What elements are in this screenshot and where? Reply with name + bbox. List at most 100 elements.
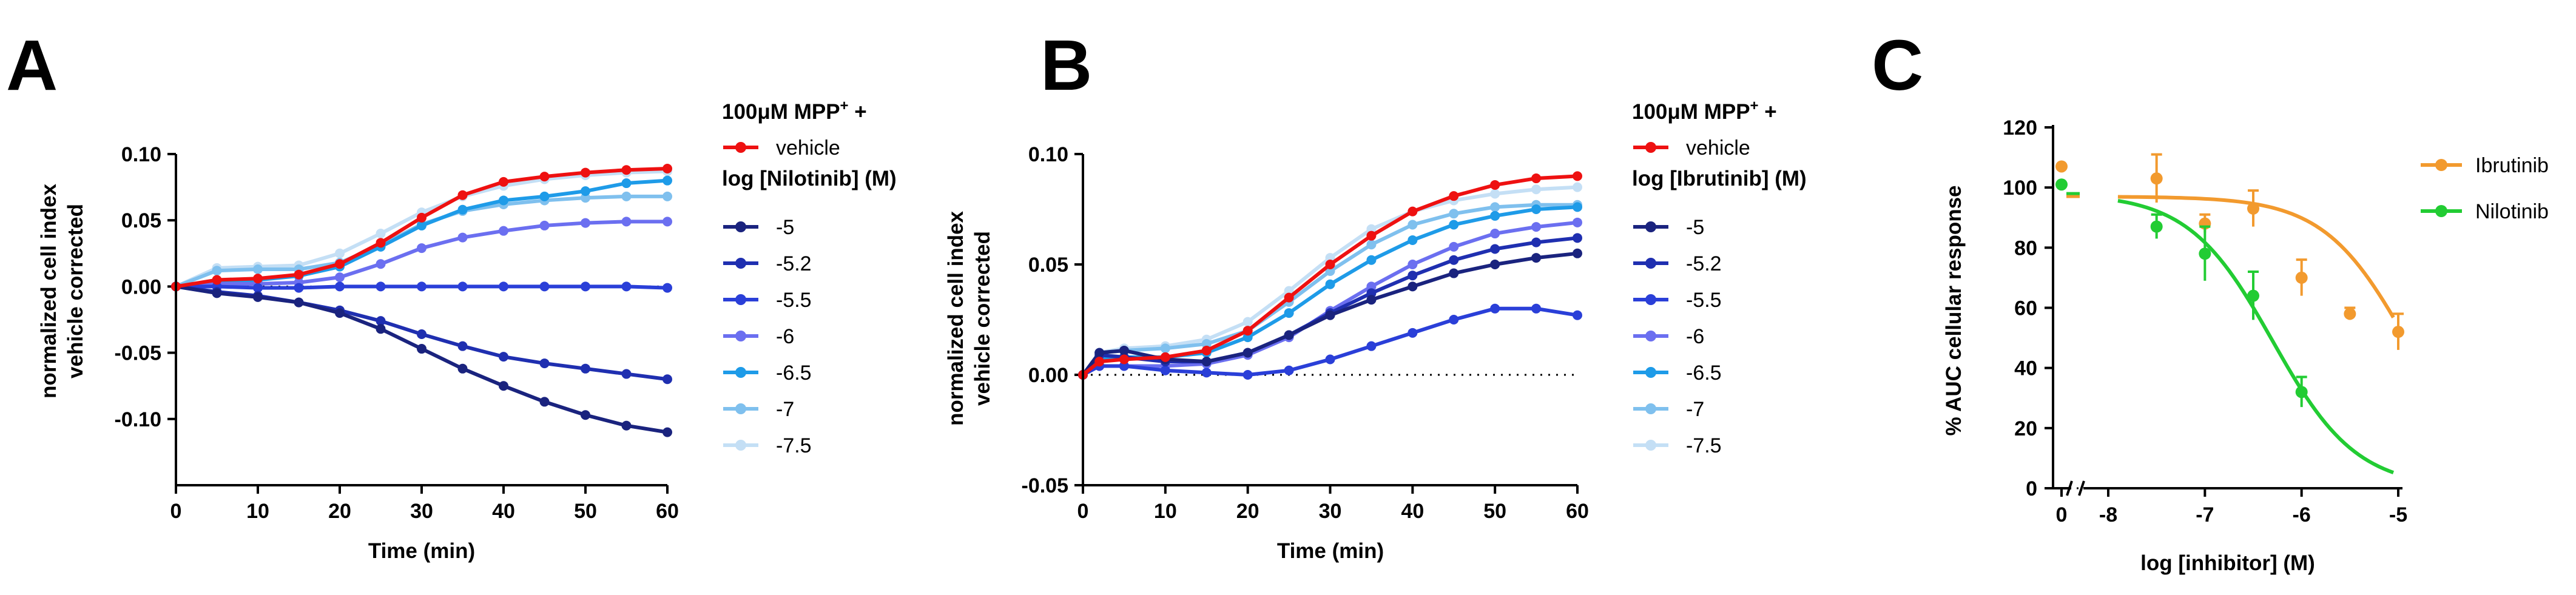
panel-b-data-point: [1284, 292, 1294, 303]
panel-a-data-point: [417, 220, 427, 230]
panel-a-data-point: [499, 281, 508, 292]
panel-a-y-tick-label: 0.10: [121, 143, 161, 166]
panel-a-legend-label: vehicle: [776, 136, 840, 160]
panel-a-data-point: [663, 191, 672, 201]
panel-b-data-point: [1366, 295, 1377, 305]
panel-a-legend-swatch-marker: [735, 294, 746, 305]
panel-b-legend-items: vehicle -5 -5.2 -5.5 -6 -6.5 -7 -7.5: [1633, 136, 1750, 457]
panel-b-data-point: [1201, 357, 1212, 367]
panel-b-y-tick-label: 0.10: [1028, 143, 1068, 166]
panel-b-data-point: [1490, 202, 1500, 212]
panel-c-ibrutinib-control-point: [2055, 160, 2068, 173]
panel-a-data-point: [581, 281, 590, 292]
panel-b-legend-label: -7.5: [1686, 434, 1722, 457]
panel-b-series-line: [1081, 203, 1577, 376]
panel-a-data-point: [581, 218, 590, 228]
panel-b-legend-swatch-marker: [1645, 221, 1656, 232]
panel-a-series-line: [175, 284, 668, 434]
panel-a-x-tick-label: 20: [328, 500, 351, 523]
panel-b-data-point: [1449, 255, 1459, 265]
panel-a-data-point: [335, 272, 345, 283]
panel-c-y-label: % AUC cellular response: [1942, 185, 1966, 435]
panel-a-series-line: [175, 220, 667, 289]
panel-a-data-point: [539, 191, 550, 201]
panel-b-data-point: [1531, 173, 1542, 184]
panel-a-data-point: [457, 341, 468, 351]
panel-b-data-point: [1573, 171, 1582, 181]
panel-b-legend-swatch-marker: [1645, 440, 1656, 451]
panel-c-nilotinib-data-point: [2150, 220, 2163, 233]
panel-b-legend-label: -5: [1686, 216, 1704, 239]
panel-c-legend-label: Nilotinib: [2475, 200, 2549, 223]
panel-a-legend-swatch-marker: [735, 403, 746, 414]
panel-b-data-point: [1242, 348, 1253, 358]
panel-a-data-point: [457, 232, 468, 243]
panel-a-x-label: Time (min): [368, 539, 475, 563]
panel-a-legend-swatch-marker: [735, 142, 746, 153]
panel-b-legend-swatch-marker: [1645, 403, 1656, 414]
panel-b-data-point: [1490, 229, 1500, 239]
panel-a-data-point: [417, 329, 427, 340]
panel-c-ibrutinib-data-point: [2150, 172, 2163, 185]
panel-c-x-tick-label: 0: [2056, 503, 2068, 526]
panel-b-data-point: [1284, 308, 1294, 318]
panel-c-y-tick-label: 20: [2014, 417, 2037, 440]
panel-a-plot: 0 10 20 30 40 50 60 0.10 0.05 0.00 -0.05 -0.10: [115, 143, 679, 523]
panel-b-data-point: [1366, 341, 1377, 351]
panel-b-legend-label: vehicle: [1686, 136, 1750, 160]
panel-c-y-tick-label: 40: [2014, 357, 2037, 380]
panel-b-data-point: [1531, 222, 1542, 232]
panel-b-data-point: [1094, 357, 1105, 367]
panel-b-x-axis: Time (min): [1083, 484, 1577, 563]
panel-a-data-point: [663, 217, 672, 227]
panel-a-x-tick-label: 30: [410, 500, 433, 523]
panel-c-nilotinib-data-point: [2247, 289, 2259, 302]
panel-a-data-point: [376, 229, 386, 239]
panel-a-data-point: [253, 292, 263, 302]
panel-a-legend-swatch-marker: [735, 440, 746, 451]
panel-b-data-point: [1325, 310, 1335, 320]
panel-a-data-point: [581, 363, 590, 374]
panel-a: A 0 10 20 30 40 50 60 0.10 0.05 0.00 -0.05 -0.10 Ti…: [6, 25, 897, 563]
panel-a-legend-swatch-marker: [735, 258, 746, 269]
panel-a-data-point: [212, 275, 222, 285]
panel-b-data-point: [1325, 354, 1335, 365]
panel-c-ibrutinib-data-point: [2247, 202, 2259, 215]
panel-b-data-point: [1408, 271, 1418, 281]
panel-b-data-point: [1449, 220, 1459, 230]
panel-a-data-point: [539, 358, 550, 369]
panel-b-plot: 0 10 20 30 40 50 60 0.10 0.05 0.00 -0.05: [1022, 143, 1589, 523]
panel-b-data-point: [1531, 303, 1542, 314]
panel-a-data-point: [335, 248, 345, 258]
panel-b-data-point: [1573, 202, 1582, 212]
panel-b-data-point: [1490, 303, 1500, 314]
panel-a-data-point: [376, 316, 386, 326]
panel-a-x-tick-label: 50: [574, 500, 597, 523]
panel-a-x-tick-label: 0: [170, 500, 182, 523]
panel-a-data-point: [581, 167, 590, 178]
panel-a-data-point: [376, 238, 386, 248]
panel-a-data-point: [663, 427, 672, 437]
panel-b-data-point: [1449, 209, 1459, 219]
panel-a-y-axis: normalized cell index vehicle corrected: [37, 154, 177, 485]
panel-c-ibrutinib-data-point: [2392, 326, 2404, 338]
panel-b-data-point: [1325, 279, 1335, 289]
panel-a-data-point: [499, 226, 508, 236]
panel-b-x-tick-label: 10: [1154, 500, 1177, 523]
panel-b-data-point: [1366, 255, 1377, 265]
panel-b-series-line: [1081, 251, 1578, 376]
panel-b-data-point: [1408, 281, 1418, 292]
panel-a-data-point: [499, 176, 508, 187]
panel-c-x-label: log [inhibitor] (M): [2140, 551, 2315, 575]
panel-b-legend-label: -6: [1686, 325, 1704, 348]
panel-a-data-point: [539, 397, 550, 407]
panel-b-data-point: [1408, 328, 1418, 338]
panel-c-y-tick-label: 60: [2014, 297, 2037, 320]
panel-b-legend-swatch-marker: [1645, 294, 1656, 305]
panel-a-x-tick-label: 60: [656, 500, 679, 523]
panel-a-data-point: [499, 195, 508, 206]
panel-b-y-tick-label: 0.00: [1028, 364, 1068, 387]
panel-b-x-tick-label: 40: [1401, 500, 1424, 523]
panel-b-data-point: [1573, 310, 1582, 320]
